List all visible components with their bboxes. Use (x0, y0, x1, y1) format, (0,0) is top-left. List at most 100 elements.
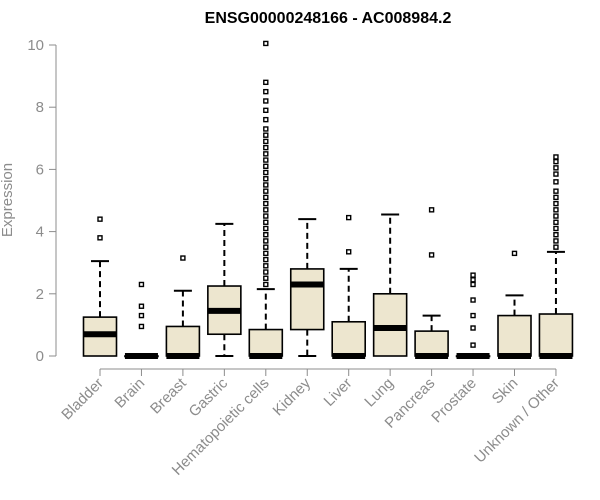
box-iqr (372, 292, 408, 357)
outlier-point (263, 244, 269, 250)
outlier-point (553, 244, 559, 250)
outlier-point (263, 188, 269, 194)
outlier-point (263, 176, 269, 182)
outlier-point (428, 207, 435, 213)
box-pancreas (414, 207, 449, 359)
y-tick-label: 10 (27, 37, 44, 54)
box-iqr (497, 314, 532, 357)
outlier-point (138, 303, 145, 309)
outlier-point (263, 157, 269, 163)
outlier-point (263, 238, 269, 244)
outlier-point (138, 323, 145, 330)
outlier-point (263, 116, 269, 123)
outlier-point (263, 263, 269, 269)
outlier-point (470, 312, 476, 319)
x-tick-label-skin: Skin (489, 375, 522, 408)
outlier-point (553, 207, 559, 213)
outlier-point (138, 312, 145, 319)
outlier-point (263, 88, 269, 95)
outlier-point (553, 200, 559, 207)
x-tick-label-bladder: Bladder (58, 375, 107, 424)
outlier-point (470, 325, 476, 331)
outlier-point (263, 182, 269, 188)
outlier-point (263, 200, 269, 207)
y-axis-label: Expression (0, 163, 16, 237)
x-tick-label-liver: Liver (321, 375, 356, 410)
x-tick-label-kidney: Kidney (270, 374, 315, 419)
outlier-point (263, 256, 269, 263)
outlier-point (553, 238, 559, 244)
y-tick-label: 8 (36, 99, 44, 116)
outlier-point (263, 213, 269, 219)
outlier-point (470, 277, 476, 283)
outlier-point (263, 132, 269, 138)
outlier-point (263, 194, 269, 201)
outlier-point (553, 219, 559, 225)
box-brain (124, 281, 159, 359)
x-tick-label-prostate: Prostate (428, 375, 480, 427)
outlier-point (470, 281, 476, 288)
outlier-point (97, 235, 103, 241)
outlier-point (180, 255, 186, 261)
outlier-point (263, 269, 269, 275)
outlier-point (346, 249, 352, 255)
outlier-point (263, 163, 269, 169)
outlier-point (263, 232, 269, 238)
chart-title: ENSG00000248166 - AC008984.2 (205, 10, 452, 27)
outlier-point (263, 107, 269, 114)
x-tick-label-lung: Lung (361, 375, 397, 411)
outlier-point (511, 250, 518, 257)
outlier-point (346, 214, 352, 221)
box-iqr (289, 268, 325, 331)
box-iqr (248, 328, 284, 357)
box-unknown-other (538, 154, 574, 359)
outlier-point (263, 126, 269, 132)
y-tick-label: 4 (36, 224, 44, 241)
box-lung (372, 213, 408, 357)
outlier-point (263, 138, 269, 145)
box-iqr (165, 325, 201, 357)
box-prostate (455, 272, 491, 359)
outlier-point (263, 98, 269, 104)
outlier-point (263, 281, 269, 288)
outlier-point (428, 252, 435, 258)
box-hematopoietic-cells (248, 40, 284, 359)
box-breast (165, 255, 201, 359)
y-tick-label: 6 (36, 161, 44, 178)
outlier-point (470, 342, 476, 348)
outlier-point (97, 216, 103, 222)
box-gastric (207, 222, 242, 357)
outlier-point (553, 154, 559, 160)
outlier-point (553, 158, 559, 165)
y-axis-ticks: 0 2 4 6 8 10 (27, 37, 56, 365)
outlier-point (263, 79, 269, 86)
outlier-point (470, 297, 476, 303)
outlier-point (263, 225, 269, 232)
outlier-point (553, 165, 559, 171)
outlier-point (263, 40, 269, 47)
outlier-point (263, 151, 269, 157)
box-kidney (289, 218, 325, 357)
box-liver (331, 214, 367, 359)
outlier-point (138, 281, 145, 288)
outlier-point (263, 144, 269, 151)
outlier-point (263, 250, 269, 257)
box-iqr (331, 320, 367, 357)
outlier-point (263, 207, 269, 213)
outlier-point (263, 219, 269, 225)
box-series (82, 40, 574, 359)
outlier-point (553, 179, 559, 185)
outlier-point (553, 194, 559, 201)
box-iqr (414, 330, 449, 357)
box-iqr (538, 313, 574, 357)
box-skin (497, 250, 532, 359)
x-tick-label-breast: Breast (147, 374, 190, 417)
outlier-point (553, 188, 559, 194)
outlier-point (553, 232, 559, 238)
y-tick-label: 2 (36, 286, 44, 303)
outlier-point (553, 213, 559, 219)
y-tick-label: 0 (36, 348, 44, 365)
